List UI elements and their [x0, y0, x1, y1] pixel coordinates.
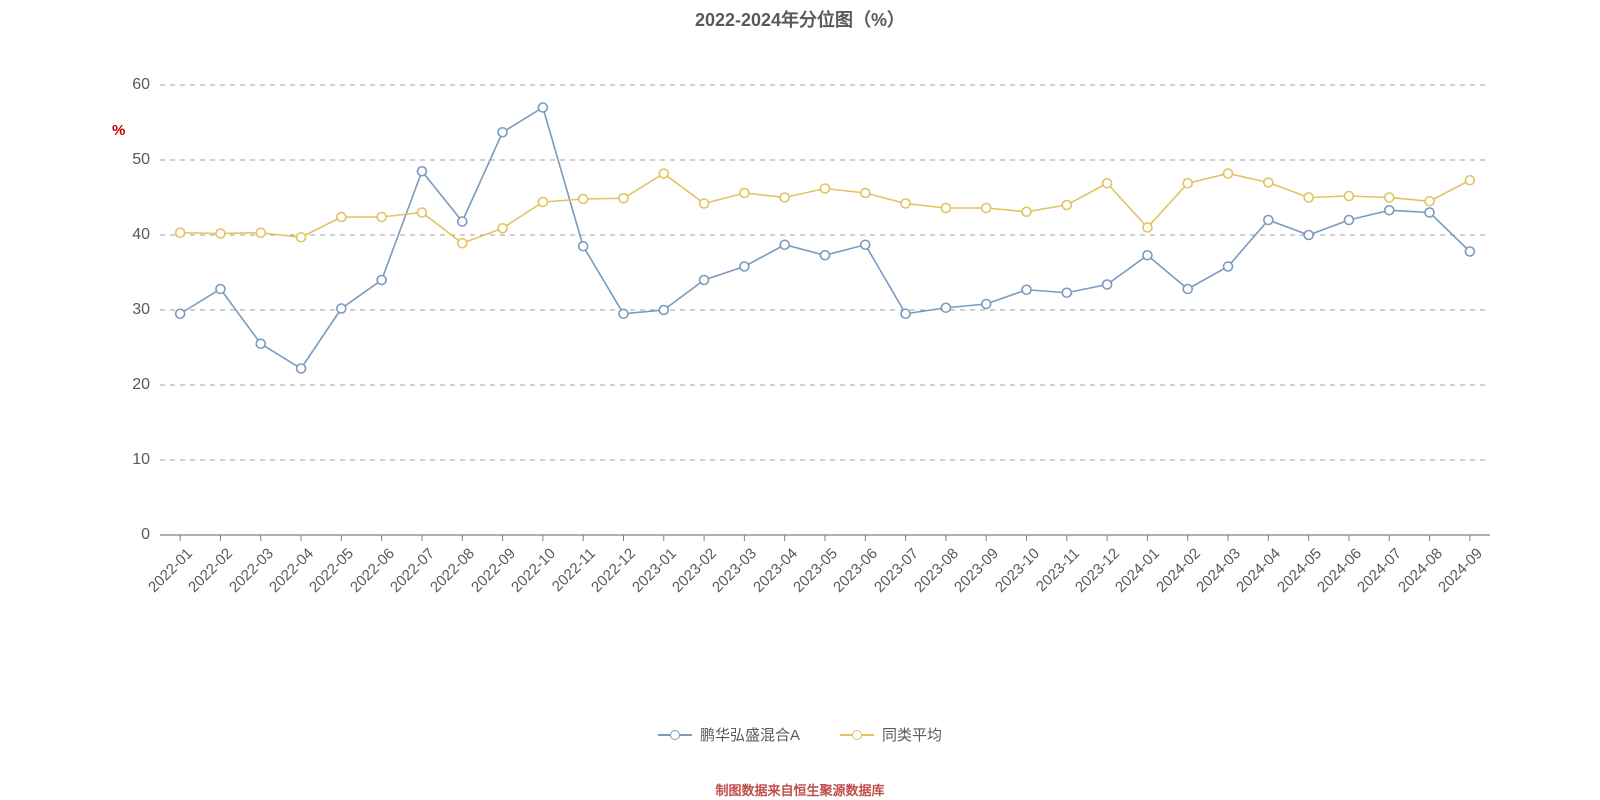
legend-swatch	[840, 734, 874, 736]
chart-footer: 制图数据来自恒生聚源数据库	[0, 780, 1600, 799]
legend-item: 鹏华弘盛混合A	[658, 724, 800, 745]
y-tick-label: 40	[110, 226, 150, 244]
plot-area	[0, 0, 1600, 800]
chart-container: 2022-2024年分位图（%） % 鹏华弘盛混合A同类平均 制图数据来自恒生聚…	[0, 0, 1600, 800]
y-tick-label: 20	[110, 376, 150, 394]
legend-label: 同类平均	[882, 724, 942, 745]
legend-item: 同类平均	[840, 724, 942, 745]
y-tick-label: 30	[110, 301, 150, 319]
y-tick-label: 10	[110, 451, 150, 469]
chart-svg	[0, 0, 1600, 800]
legend: 鹏华弘盛混合A 同类平均	[0, 724, 1600, 745]
legend-swatch	[658, 734, 692, 736]
y-tick-label: 60	[110, 76, 150, 94]
legend-marker	[670, 730, 680, 740]
y-tick-label: 50	[110, 151, 150, 169]
legend-label: 鹏华弘盛混合A	[700, 724, 800, 745]
y-tick-label: 0	[110, 526, 150, 544]
legend-marker	[852, 730, 862, 740]
